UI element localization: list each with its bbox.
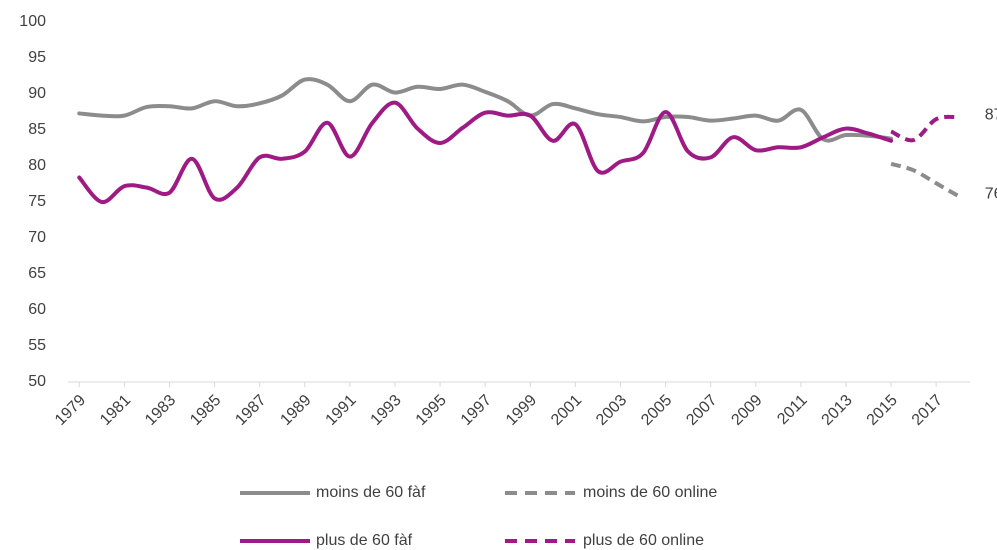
x-tick-label: 2013 xyxy=(819,392,856,429)
y-tick-label: 95 xyxy=(28,49,46,66)
x-tick-label: 2011 xyxy=(774,392,810,428)
value-label: 87 xyxy=(985,106,997,123)
legend-label: plus de 60 fàf xyxy=(316,532,413,549)
series-line xyxy=(77,100,894,205)
y-tick-label: 85 xyxy=(28,121,46,138)
x-tick-label: 1991 xyxy=(322,392,359,429)
x-tick-label: 1999 xyxy=(503,392,540,429)
y-tick-label: 70 xyxy=(28,229,46,246)
y-tick-label: 80 xyxy=(28,157,46,174)
y-tick-label: 65 xyxy=(28,265,46,282)
y-tick-label: 100 xyxy=(19,13,46,30)
x-tick-label: 2001 xyxy=(548,392,585,429)
x-tick-label: 1997 xyxy=(458,392,495,429)
x-tick-label: 2005 xyxy=(638,392,675,429)
value-label: 76 xyxy=(985,185,997,202)
x-tick-label: 1985 xyxy=(187,392,224,429)
legend-label: moins de 60 fàf xyxy=(316,484,426,501)
x-tick-label: 1987 xyxy=(232,392,269,429)
y-tick-label: 55 xyxy=(28,337,46,354)
x-tick-label: 1995 xyxy=(413,392,450,429)
x-tick-label: 1981 xyxy=(97,392,134,429)
x-tick-label: 2015 xyxy=(864,392,901,429)
y-tick-label: 50 xyxy=(28,373,46,390)
y-tick-label: 75 xyxy=(28,193,46,210)
x-tick-label: 1993 xyxy=(368,392,405,429)
x-tick-label: 2003 xyxy=(593,392,630,429)
x-tick-label: 2009 xyxy=(728,392,765,429)
x-tick-label: 1983 xyxy=(142,392,179,429)
x-tick-label: 2017 xyxy=(909,392,946,429)
y-tick-label: 60 xyxy=(28,301,46,318)
series-line xyxy=(890,114,959,143)
x-tick-label: 2007 xyxy=(683,392,720,429)
y-tick-label: 90 xyxy=(28,85,46,102)
series-line xyxy=(890,161,960,198)
legend-label: moins de 60 online xyxy=(583,484,717,501)
x-tick-label: 1979 xyxy=(52,392,89,429)
x-tick-label: 1989 xyxy=(277,392,314,429)
series-line xyxy=(77,77,894,143)
legend-label: plus de 60 online xyxy=(583,532,704,549)
